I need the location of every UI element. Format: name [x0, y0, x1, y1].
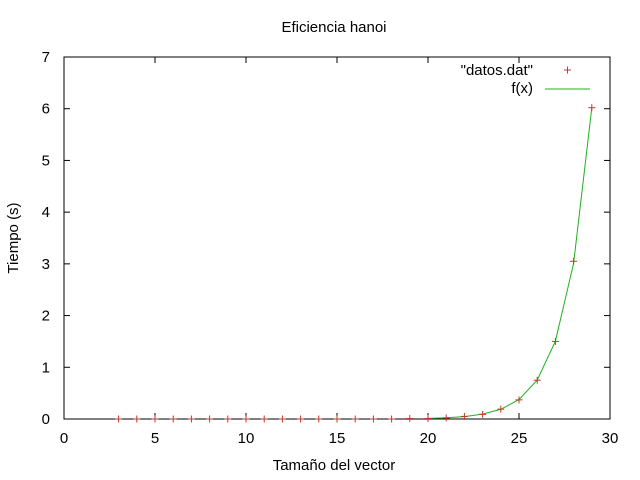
x-tick-label: 0	[60, 430, 68, 447]
y-tick-label: 7	[42, 49, 50, 66]
y-tick-label: 1	[42, 359, 50, 376]
legend-label-datos: "datos.dat"	[461, 62, 533, 79]
data-point	[351, 415, 359, 423]
data-point	[169, 415, 177, 423]
plot-area	[63, 56, 611, 420]
plot-border	[63, 56, 611, 420]
data-point	[333, 415, 341, 423]
x-axis-label: Tamaño del vector	[273, 457, 396, 474]
data-point	[570, 257, 578, 265]
data-point	[442, 414, 450, 422]
data-point	[133, 415, 141, 423]
data-point	[151, 415, 159, 423]
data-point	[479, 410, 487, 418]
y-axis-label: Tiempo (s)	[5, 202, 22, 273]
data-point	[369, 415, 377, 423]
y-tick-label: 4	[42, 204, 50, 221]
x-tick-label: 10	[238, 430, 255, 447]
data-point	[315, 415, 323, 423]
data-point	[260, 415, 268, 423]
legend: "datos.dat"f(x)	[461, 62, 590, 97]
data-point	[533, 376, 541, 384]
data-point	[551, 337, 559, 345]
data-point	[588, 104, 596, 112]
x-tick-label: 5	[151, 430, 159, 447]
data-point	[497, 405, 505, 413]
data-point	[406, 414, 414, 422]
legend-marker-datos	[564, 66, 571, 74]
y-axis: 0 1 2 3 4 5 6 7	[42, 49, 610, 428]
x-tick-label: 15	[329, 430, 346, 447]
data-point	[224, 415, 232, 423]
fit-line	[427, 107, 593, 419]
data-point	[515, 396, 523, 404]
data-point	[388, 415, 396, 423]
data-point	[278, 415, 286, 423]
data-point	[242, 415, 250, 423]
legend-label-fx: f(x)	[511, 80, 533, 97]
data-point	[187, 415, 195, 423]
data-point	[460, 412, 468, 420]
data-point	[206, 415, 214, 423]
y-tick-label: 5	[42, 152, 50, 169]
x-tick-label: 25	[511, 430, 528, 447]
data-point	[297, 415, 305, 423]
data-point	[424, 414, 432, 422]
x-axis: 0 5 10 15 20 25 30	[60, 57, 619, 447]
x-tick-label: 20	[420, 430, 437, 447]
chart-title: Eficiencia hanoi	[281, 19, 386, 36]
y-tick-label: 6	[42, 101, 50, 118]
series-layer	[115, 104, 596, 423]
y-tick-label: 2	[42, 308, 50, 325]
y-tick-label: 0	[42, 411, 50, 428]
y-tick-label: 3	[42, 256, 50, 273]
data-point	[115, 415, 123, 423]
x-tick-label: 30	[602, 430, 619, 447]
